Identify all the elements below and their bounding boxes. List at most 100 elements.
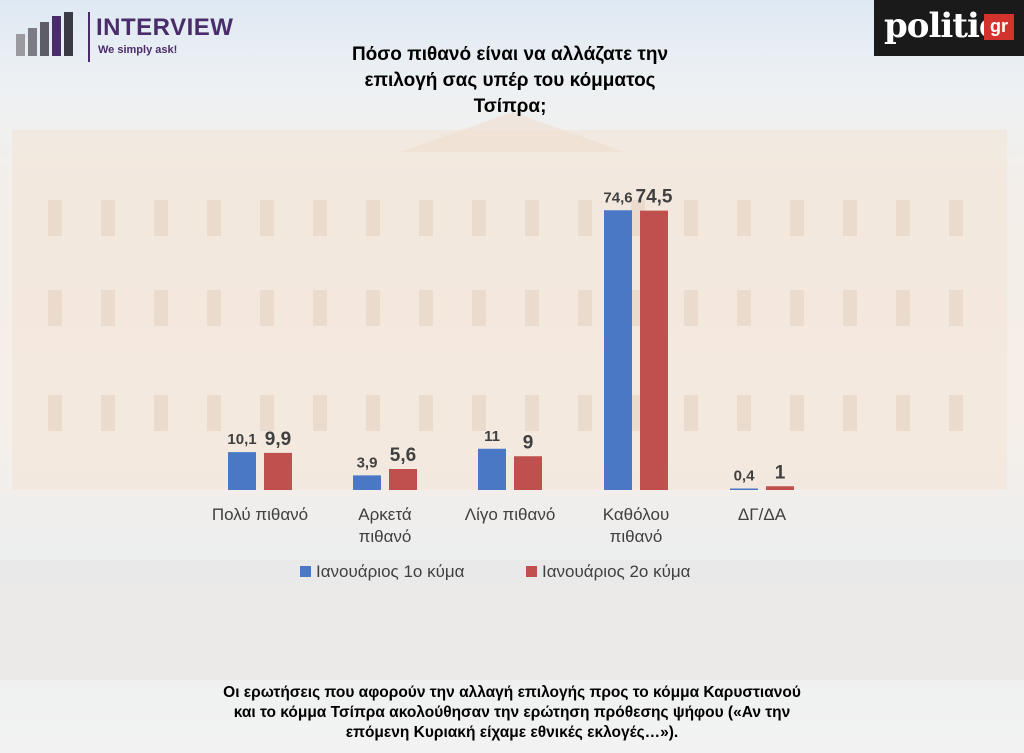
bar-wave1 (730, 488, 758, 490)
background-window (525, 290, 539, 326)
background-window (737, 200, 751, 236)
interview-logo: INTERVIEW We simply ask! (14, 8, 254, 64)
background-window (48, 290, 62, 326)
background-window (260, 395, 274, 431)
background-plaza (0, 560, 1024, 680)
bar-wave2 (264, 452, 292, 490)
data-label-wave2: 9,9 (265, 429, 291, 450)
background-window (737, 395, 751, 431)
background-window (260, 200, 274, 236)
legend-label-wave2: Ιανουάριος 2ο κύμα (542, 562, 691, 581)
background-window (313, 395, 327, 431)
data-label-wave1: 0,4 (734, 468, 756, 485)
background-window (525, 200, 539, 236)
bar-wave1 (353, 475, 381, 490)
legend-swatch-wave1 (300, 566, 311, 577)
legend-item-wave2: Ιανουάριος 2ο κύμα (526, 562, 691, 582)
interview-bars-icon (16, 12, 73, 56)
chart-title-line: Τσίπρα; (473, 96, 547, 117)
background-window (578, 290, 592, 326)
background-window (366, 395, 380, 431)
category-label: πιθανό (359, 527, 412, 546)
data-label-wave1: 3,9 (357, 454, 378, 471)
background-window (949, 290, 963, 326)
background-window (949, 200, 963, 236)
background-window (843, 200, 857, 236)
background-window (101, 200, 115, 236)
politic-logo-text: politic (884, 6, 1000, 46)
background-window (366, 200, 380, 236)
background-window (684, 395, 698, 431)
brand-name: INTERVIEW (96, 14, 234, 41)
background-window (684, 290, 698, 326)
data-label-wave1: 10,1 (227, 431, 256, 448)
legend-item-wave1: Ιανουάριος 1ο κύμα (300, 562, 465, 582)
background-window (154, 290, 168, 326)
chart-title-line: επιλογή σας υπέρ του κόμματος (364, 70, 656, 91)
data-label-wave1: 11 (484, 428, 500, 445)
background-window (48, 200, 62, 236)
bar-wave2 (640, 210, 668, 490)
bar-chart: 10,1 3,9 11 74,6 0,4 9,9 5,6 9 74,5 1 Πολύ πιθανό Α… (212, 187, 794, 546)
category-label: Πολύ πιθανό (212, 505, 308, 524)
background-window (790, 395, 804, 431)
background-window (101, 290, 115, 326)
bar-wave2 (389, 469, 417, 490)
bar-wave2 (766, 486, 794, 490)
background-window (313, 290, 327, 326)
background-window (790, 200, 804, 236)
background-window (578, 200, 592, 236)
background-window (101, 395, 115, 431)
background-window (472, 395, 486, 431)
background-window (207, 290, 221, 326)
background-window (313, 200, 327, 236)
background-window (896, 395, 910, 431)
brand-slogan: We simply ask! (98, 44, 178, 56)
politic-logo: politic gr (874, 0, 1024, 56)
category-label: Αρκετά (358, 505, 412, 524)
background-window (578, 395, 592, 431)
data-label-wave2: 9 (523, 432, 534, 453)
background-window (896, 200, 910, 236)
footnote-line: και το κόμμα Τσίπρα ακολούθησαν την ερώτ… (233, 704, 791, 721)
chart-title-line: Πόσο πιθανό είναι να αλλάζατε την (351, 44, 669, 65)
background-window (843, 290, 857, 326)
background-window (419, 200, 433, 236)
footnote: Οι ερωτήσεις που αφορούν την αλλαγή επιλ… (150, 683, 874, 743)
bar-wave1 (478, 448, 506, 490)
category-label: Λίγο πιθανό (465, 505, 556, 524)
bar-wave2 (514, 456, 542, 490)
background-window (843, 395, 857, 431)
data-label-wave2: 74,5 (636, 187, 673, 208)
logo-divider (88, 12, 90, 62)
legend-label-wave1: Ιανουάριος 1ο κύμα (316, 562, 465, 581)
background-window (949, 395, 963, 431)
background-window (790, 290, 804, 326)
background-window (472, 290, 486, 326)
data-label-wave1: 74,6 (603, 189, 632, 206)
legend-swatch-wave2 (526, 566, 537, 577)
background-window (419, 395, 433, 431)
background-window (154, 395, 168, 431)
data-label-wave2: 5,6 (390, 445, 416, 466)
bar-wave1 (604, 210, 632, 490)
background-window (366, 290, 380, 326)
footnote-line: επόμενη Κυριακή είχαμε εθνικές εκλογές…»… (345, 724, 679, 741)
data-label-wave2: 1 (775, 462, 786, 483)
background-window (896, 290, 910, 326)
politic-logo-suffix: gr (984, 14, 1014, 40)
background-window (207, 200, 221, 236)
background-window (207, 395, 221, 431)
background-window (684, 200, 698, 236)
chart-legend: Ιανουάριος 1ο κύμα Ιανουάριος 2ο κύμα (300, 562, 730, 584)
background-window (154, 200, 168, 236)
category-label: ΔΓ/ΔΑ (738, 505, 787, 524)
category-label: Καθόλου (603, 505, 670, 524)
background-window (48, 395, 62, 431)
bar-wave1 (228, 452, 256, 490)
background-window (472, 200, 486, 236)
background-window (419, 290, 433, 326)
background-window (260, 290, 274, 326)
footnote-line: Οι ερωτήσεις που αφορούν την αλλαγή επιλ… (223, 684, 801, 701)
background-window (525, 395, 539, 431)
